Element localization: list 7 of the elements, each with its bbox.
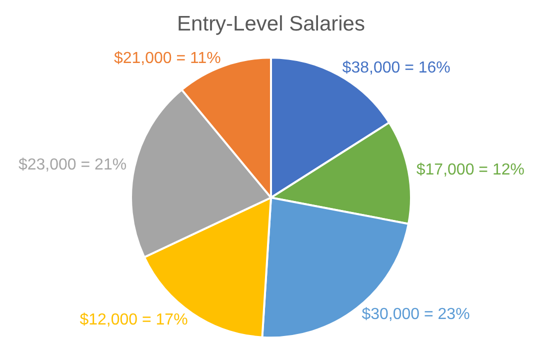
data-label: $17,000 = 12% [416, 161, 524, 178]
chart-title: Entry-Level Salaries [177, 12, 365, 36]
data-label: $23,000 = 21% [18, 156, 127, 174]
data-label: $38,000 = 16% [342, 59, 450, 76]
data-label: $12,000 = 17% [80, 311, 188, 328]
data-label: $21,000 = 11% [114, 50, 221, 67]
data-label: $30,000 = 23% [362, 306, 470, 323]
